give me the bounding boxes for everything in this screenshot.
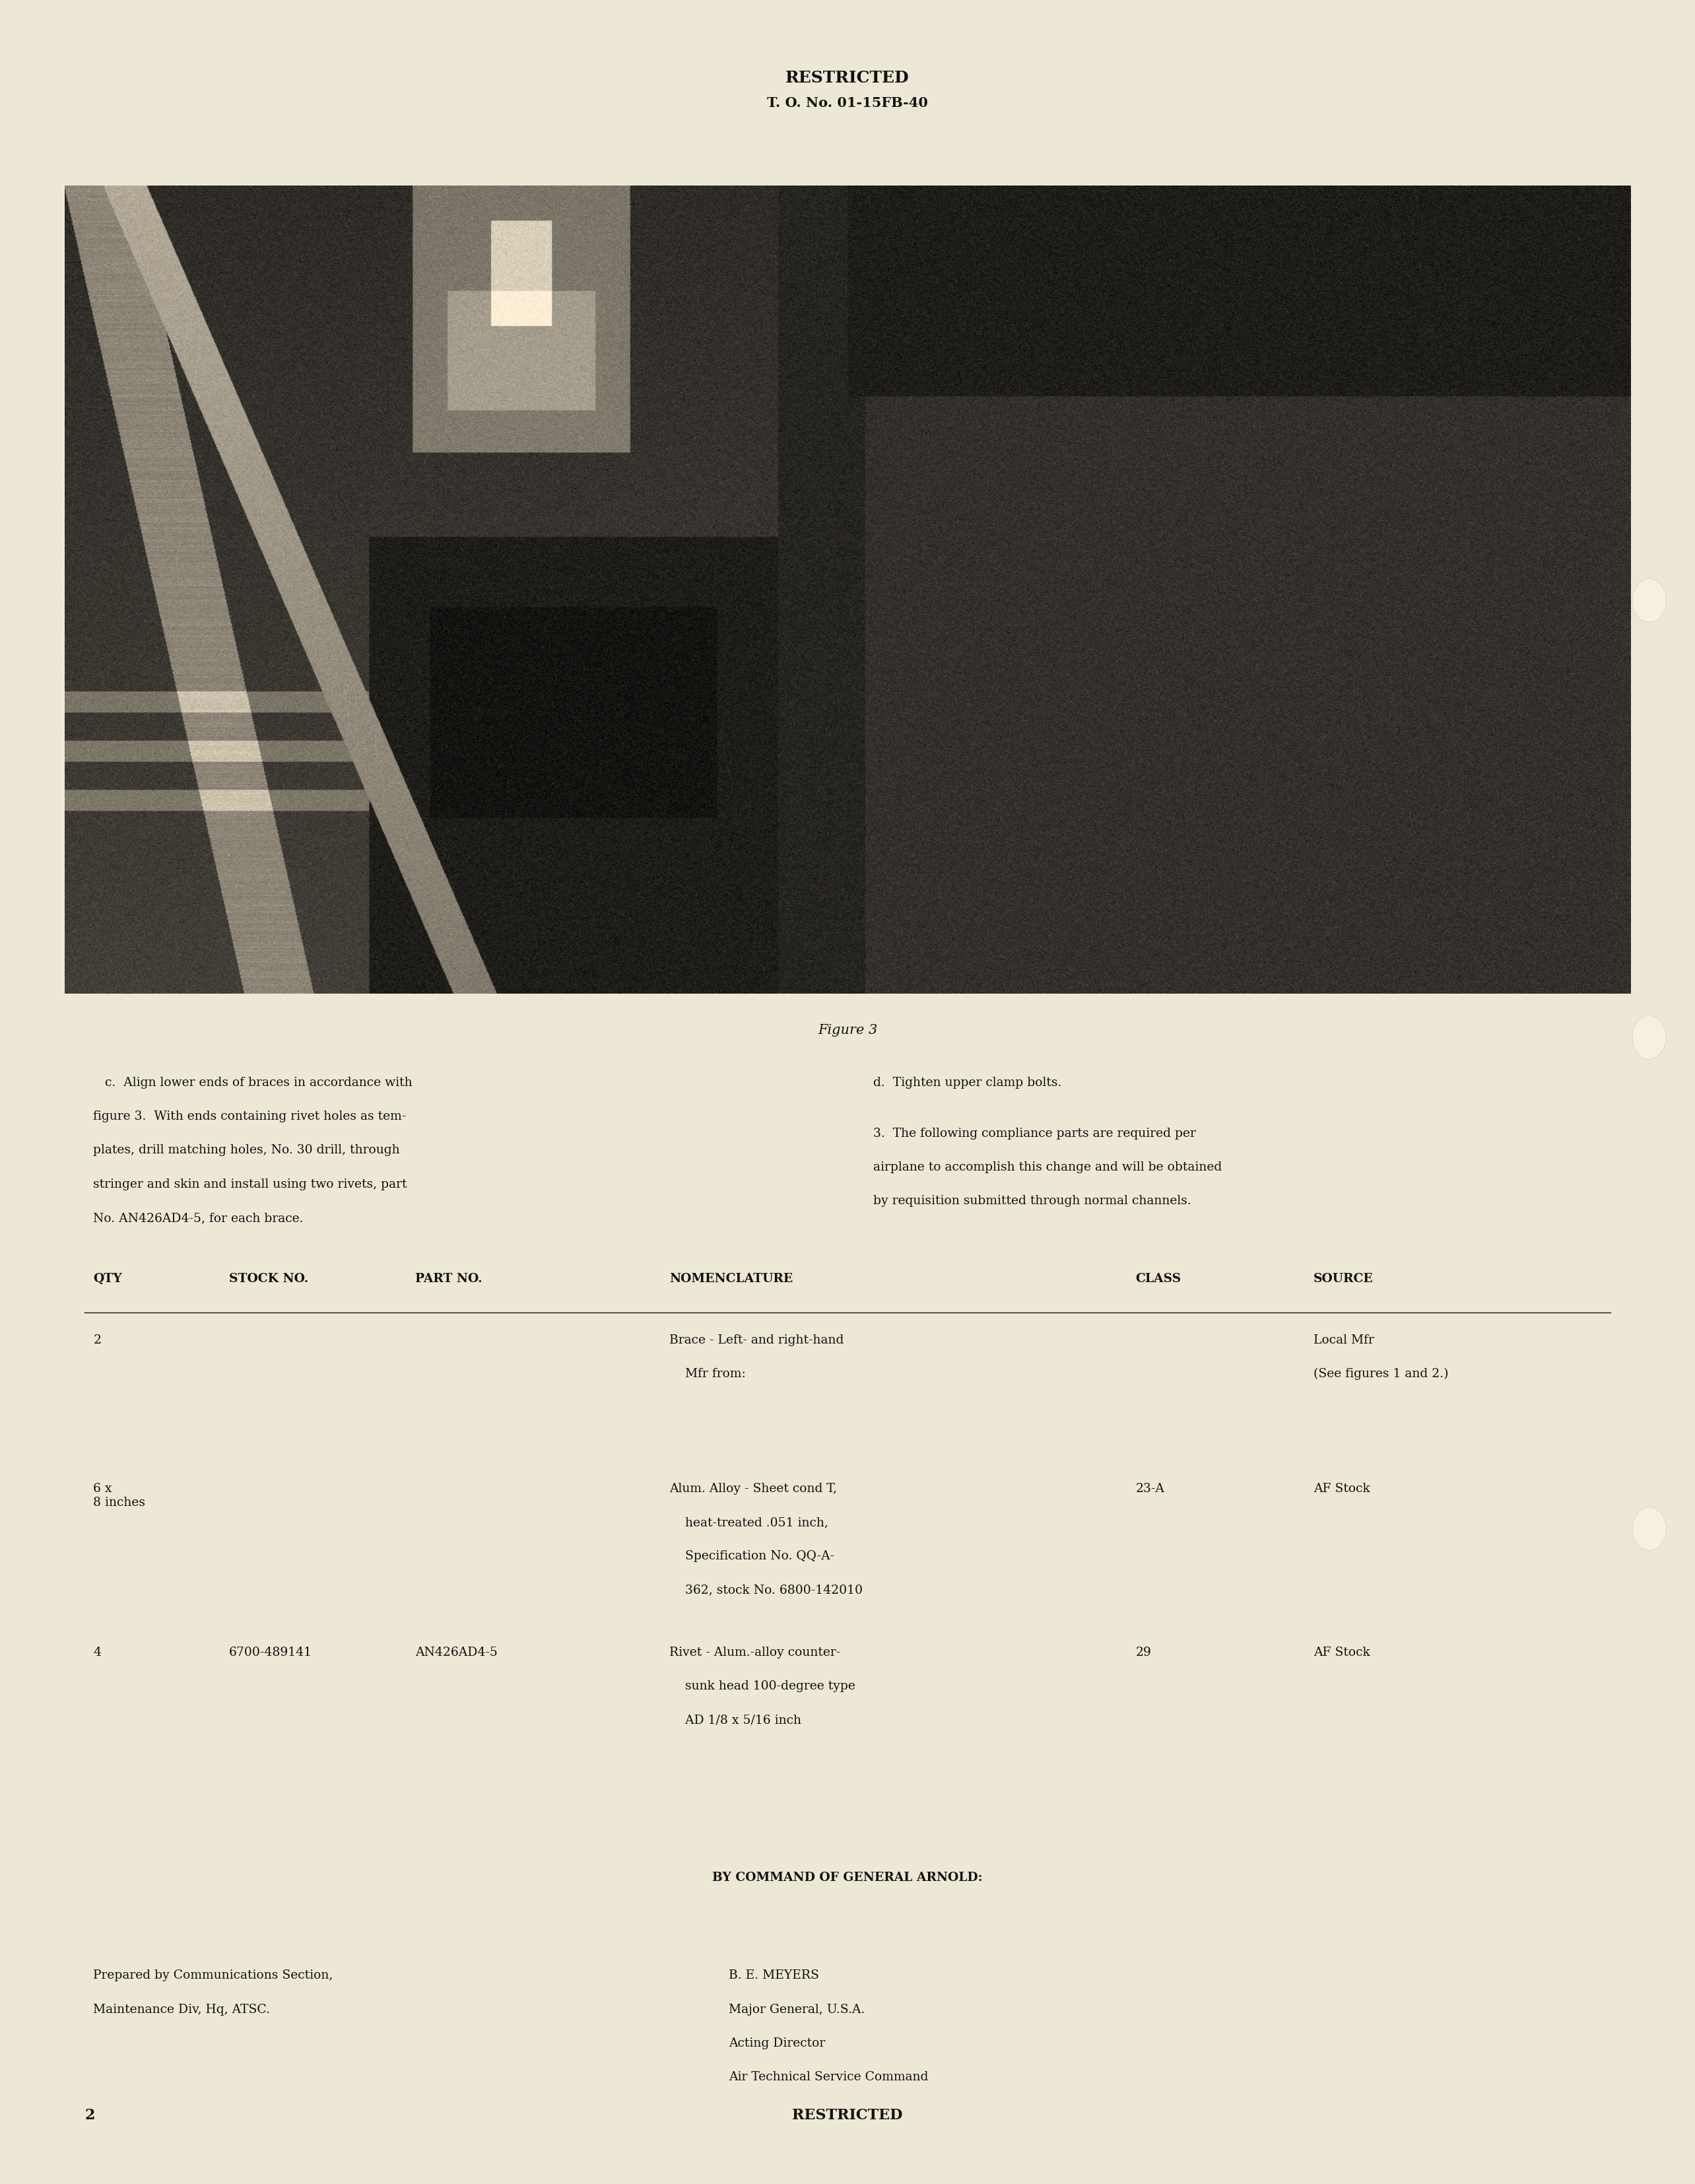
Text: airplane to accomplish this change and will be obtained: airplane to accomplish this change and w… — [873, 1162, 1222, 1173]
Text: Acting Director: Acting Director — [729, 2038, 825, 2049]
Text: Maintenance Div, Hq, ATSC.: Maintenance Div, Hq, ATSC. — [93, 2003, 270, 2016]
Text: Rivet - Alum.-alloy counter-: Rivet - Alum.-alloy counter- — [670, 1647, 841, 1658]
Text: 362, stock No. 6800-142010: 362, stock No. 6800-142010 — [670, 1583, 863, 1597]
Circle shape — [1632, 579, 1666, 622]
Text: DOUBLER (REF): DOUBLER (REF) — [202, 758, 286, 769]
Text: 23-A: 23-A — [1136, 1483, 1164, 1494]
Text: 4: 4 — [93, 1647, 102, 1658]
Text: plates, drill matching holes, No. 30 drill, through: plates, drill matching holes, No. 30 dri… — [93, 1144, 400, 1155]
Text: Major General, U.S.A.: Major General, U.S.A. — [729, 2003, 864, 2016]
Text: 6 x
8 inches: 6 x 8 inches — [93, 1483, 146, 1509]
Text: RESTRICTED: RESTRICTED — [785, 70, 910, 85]
Text: 2: 2 — [93, 1334, 102, 1345]
Text: ANTENNA MAST
CLAMP SUPPORT (REF): ANTENNA MAST CLAMP SUPPORT (REF) — [581, 247, 707, 269]
Text: Prepared by Communications Section,: Prepared by Communications Section, — [93, 1970, 334, 1981]
Text: STOCK NO.: STOCK NO. — [229, 1273, 308, 1284]
Text: by requisition submitted through normal channels.: by requisition submitted through normal … — [873, 1195, 1192, 1208]
Text: AF Stock: AF Stock — [1314, 1483, 1370, 1494]
Text: 3.  The following compliance parts are required per: 3. The following compliance parts are re… — [873, 1127, 1195, 1140]
Text: stringer and skin and install using two rivets, part: stringer and skin and install using two … — [93, 1179, 407, 1190]
Text: Specification No. QQ-A-: Specification No. QQ-A- — [670, 1551, 834, 1562]
Text: Mfr from:: Mfr from: — [670, 1367, 746, 1380]
Text: PART NO.: PART NO. — [415, 1273, 483, 1284]
Text: CLASS: CLASS — [1136, 1273, 1181, 1284]
Text: RESTRICTED: RESTRICTED — [792, 2108, 903, 2123]
Text: AF Stock: AF Stock — [1314, 1647, 1370, 1658]
Text: (See figures 1 and 2.): (See figures 1 and 2.) — [1314, 1367, 1449, 1380]
Text: CLAMP BOLTS (REF): CLAMP BOLTS (REF) — [1131, 563, 1237, 574]
Text: No. AN426AD4-5, for each brace.: No. AN426AD4-5, for each brace. — [93, 1212, 303, 1223]
Circle shape — [1632, 1016, 1666, 1059]
Text: SOURCE: SOURCE — [1314, 1273, 1373, 1284]
Text: COAXIAL CABLE
SUPPORT (REF): COAXIAL CABLE SUPPORT (REF) — [1322, 247, 1407, 269]
Text: heat-treated .051 inch,: heat-treated .051 inch, — [670, 1516, 829, 1529]
Text: Figure 3: Figure 3 — [817, 1024, 878, 1037]
Text: STA
NO. 148
(REF): STA NO. 148 (REF) — [1393, 771, 1436, 804]
Text: AN426AD4-5: AN426AD4-5 — [415, 1647, 498, 1658]
Text: AN-104-A
(REF): AN-104-A (REF) — [681, 640, 732, 662]
Text: 29: 29 — [1136, 1647, 1151, 1658]
Text: NOMENCLATURE: NOMENCLATURE — [670, 1273, 793, 1284]
Text: B. E. MEYERS: B. E. MEYERS — [729, 1970, 819, 1981]
Text: AN426AD4-5: AN426AD4-5 — [1268, 395, 1336, 404]
Text: Alum. Alloy - Sheet cond T,: Alum. Alloy - Sheet cond T, — [670, 1483, 837, 1494]
Text: AD 1/8 x 5/16 inch: AD 1/8 x 5/16 inch — [670, 1714, 802, 1725]
Text: c.  Align lower ends of braces in accordance with: c. Align lower ends of braces in accorda… — [93, 1077, 412, 1088]
Text: Air Technical Service Command: Air Technical Service Command — [729, 2070, 929, 2084]
Text: BY COMMAND OF GENERAL ARNOLD:: BY COMMAND OF GENERAL ARNOLD: — [712, 1872, 983, 1883]
Text: RIGHT HAND BRACE
(FIG. 2): RIGHT HAND BRACE (FIG. 2) — [190, 570, 298, 592]
Text: LEFT HAND BRACE
(FIG. 1): LEFT HAND BRACE (FIG. 1) — [1164, 465, 1266, 487]
Circle shape — [1632, 1507, 1666, 1551]
Text: 2: 2 — [85, 2108, 95, 2123]
Text: figure 3.  With ends containing rivet holes as tem-: figure 3. With ends containing rivet hol… — [93, 1109, 407, 1123]
Text: 6700-489141: 6700-489141 — [229, 1647, 312, 1658]
Text: Brace - Left- and right-hand: Brace - Left- and right-hand — [670, 1334, 844, 1345]
Text: Local Mfr: Local Mfr — [1314, 1334, 1375, 1345]
Text: d.  Tighten upper clamp bolts.: d. Tighten upper clamp bolts. — [873, 1077, 1061, 1088]
Text: AN426AD4-5
4 EA REQ: AN426AD4-5 4 EA REQ — [147, 454, 217, 476]
Text: STA NO. 133 (REF): STA NO. 133 (REF) — [147, 358, 247, 369]
Text: QTY: QTY — [93, 1273, 122, 1284]
Text: STRINGERS (REF): STRINGERS (REF) — [205, 699, 300, 708]
Text: T. O. No. 01-15FB-40: T. O. No. 01-15FB-40 — [768, 96, 927, 109]
Text: sunk head 100-degree type: sunk head 100-degree type — [670, 1679, 856, 1693]
Text: ANTENNA MAST
CLAMPS (REF): ANTENNA MAST CLAMPS (REF) — [656, 435, 742, 454]
